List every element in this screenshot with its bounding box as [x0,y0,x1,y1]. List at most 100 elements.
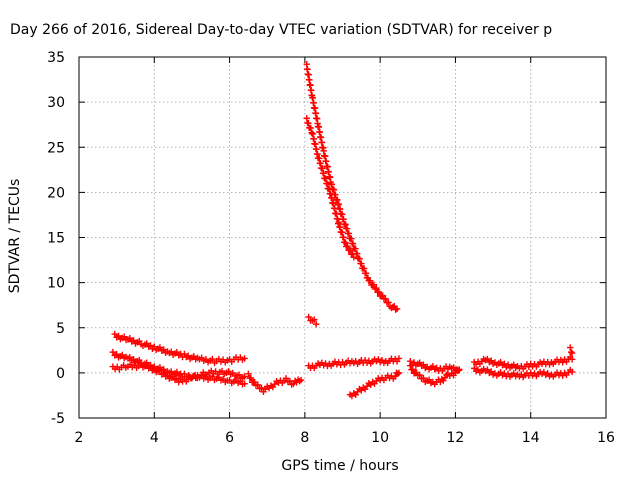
data-point [258,384,265,392]
series-arc-12-15h-b [471,353,576,372]
data-point [245,370,252,377]
data-point [111,330,118,338]
y-tick-label: 35 [47,50,65,66]
data-point [420,361,427,368]
data-point [392,306,399,313]
data-point [366,277,374,284]
data-point [151,365,158,372]
data-point [126,353,134,361]
data-point [360,265,368,272]
x-tick-label: 14 [522,430,540,446]
data-point [567,348,575,356]
series-arc-upper-early [111,330,248,367]
data-point [455,366,463,373]
series-arc-10-12h-b [407,357,463,375]
x-tick-label: 6 [225,430,234,446]
data-point [311,316,318,323]
y-tick-label: 10 [47,276,65,292]
data-point [169,373,177,380]
series-arc-low-early [109,360,248,386]
data-point [312,320,320,328]
data-point [349,240,357,247]
data-point [308,129,315,136]
data-point [394,370,401,377]
data-point [130,337,137,344]
data-point [395,355,403,362]
data-point [241,373,248,380]
series-arc-8-10h-flat [305,355,403,372]
series-arc-15h-spike [567,344,576,357]
y-tick-label: 15 [47,231,65,247]
data-point [151,343,158,350]
y-tick-label: 0 [56,366,65,382]
data-point [109,348,117,356]
data-point [282,375,290,382]
y-tick-label: 20 [47,185,65,201]
series-arc-6-7h [245,370,305,396]
data-point [385,299,392,306]
data-point [344,243,351,250]
data-point [241,380,248,387]
data-point [235,371,243,378]
data-point [568,356,576,363]
data-point [156,344,164,351]
data-point [120,333,128,340]
data-point [241,355,248,362]
series-arc-9-10h-rising [346,369,403,400]
x-axis-label: GPS time / hours [281,458,398,474]
data-point [568,368,576,376]
chart-title: Day 266 of 2016, Sidereal Day-to-day VTE… [10,22,552,38]
data-point [143,340,150,347]
data-point [352,245,359,252]
series-arc-descending-b [303,115,357,261]
data-point [420,374,427,382]
data-point [370,281,378,288]
data-point [164,372,171,379]
y-axis-label: SDTVAR / TECUs [7,179,23,294]
data-point [373,284,380,292]
data-point [358,260,365,267]
data-point [209,373,216,380]
data-point [115,332,122,340]
data-point [305,119,312,127]
y-tick-label: -5 [51,411,65,427]
data-point [119,351,126,359]
data-point [254,381,262,389]
data-marks [109,61,576,400]
y-tick-label: 5 [56,321,65,337]
axis-ticks: 2 4 6 8 10 12 14 16 -5 0 5 10 15 20 25 30 35 [47,50,615,446]
grid [79,57,606,418]
data-point [297,376,305,384]
data-point [416,371,423,379]
data-point [136,356,143,364]
x-tick-label: 12 [447,430,465,446]
x-tick-label: 4 [150,430,159,446]
data-point [349,250,356,258]
data-point [160,346,167,353]
data-point [137,360,145,368]
data-point [350,254,357,261]
data-point [450,364,457,371]
series-arc-short-8h [305,313,320,328]
data-point [345,230,352,237]
data-point [395,369,403,377]
data-point [143,361,150,369]
data-point [136,337,143,345]
x-tick-label: 16 [597,430,615,446]
data-point [343,225,351,232]
data-point [382,295,389,302]
data-point [568,349,576,357]
data-point [393,305,401,312]
x-tick-label: 10 [371,430,389,446]
data-point [362,270,370,277]
data-point [348,235,355,242]
data-point [147,342,154,349]
series-arc-12-15h [471,365,576,381]
data-point [113,350,120,358]
data-point [156,367,164,374]
y-tick-label: 30 [47,95,65,111]
data-point [356,255,363,262]
data-point [307,124,314,132]
data-point [375,288,383,296]
